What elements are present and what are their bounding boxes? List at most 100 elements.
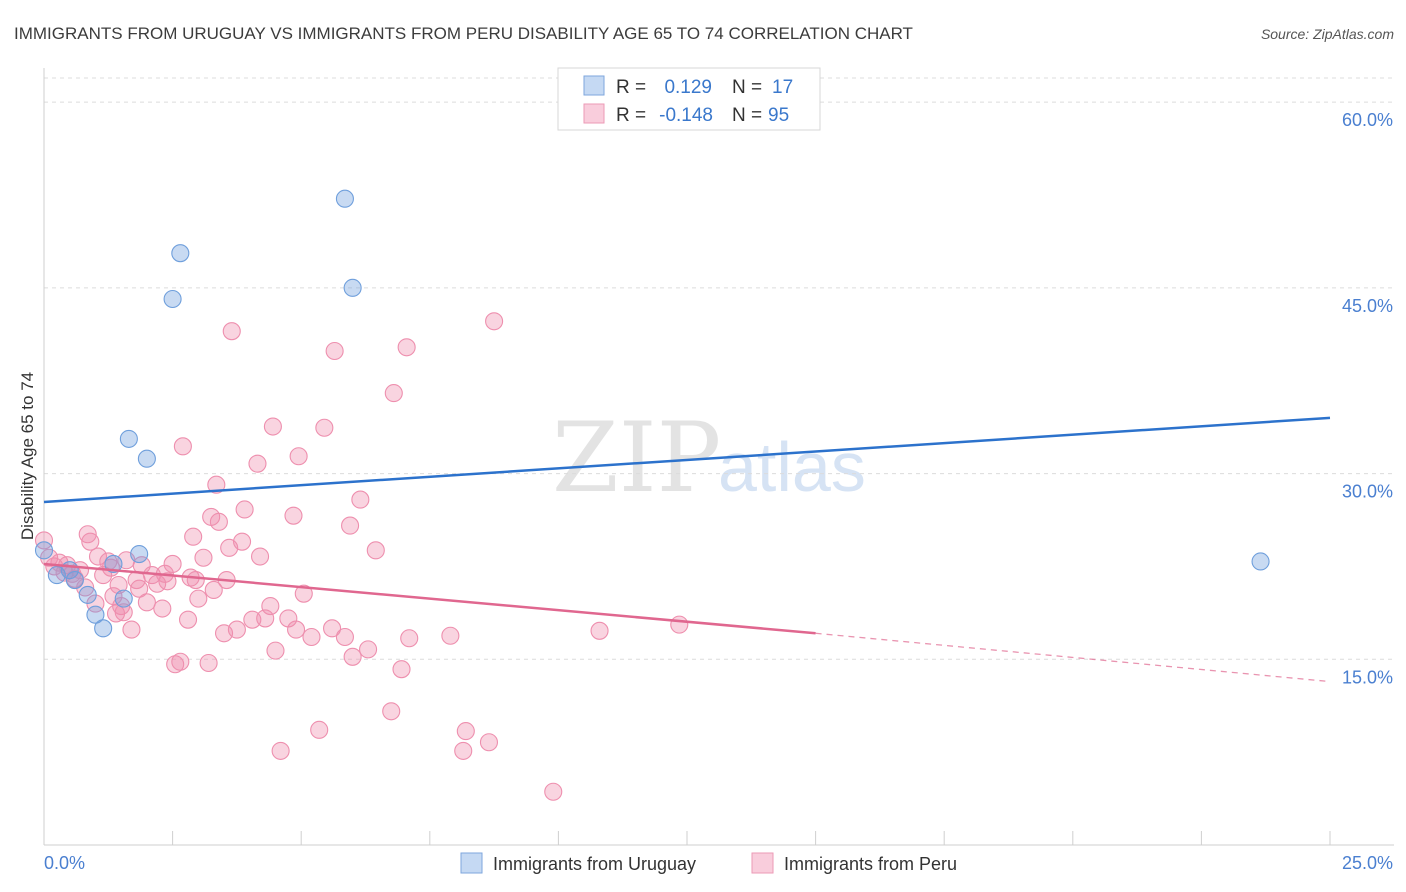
peru-point — [76, 578, 95, 597]
peru-point — [130, 579, 149, 598]
y-tick-label: 15.0% — [1342, 667, 1393, 687]
peru-point — [310, 720, 329, 739]
peru-point — [137, 593, 156, 612]
peru-point — [34, 531, 54, 550]
peru-point — [384, 384, 403, 403]
legend-swatch-peru — [583, 103, 605, 124]
peru-point — [341, 516, 360, 535]
peru-point — [88, 547, 108, 566]
y-tick-label: 60.0% — [1342, 110, 1393, 130]
bottom-legend: Immigrants from Uruguay Immigrants from … — [460, 852, 957, 874]
peru-point — [78, 525, 97, 544]
peru-point — [590, 621, 609, 640]
peru-point — [343, 647, 362, 666]
uruguay-point — [78, 585, 97, 604]
peru-point — [287, 620, 306, 639]
uruguay-trend-line — [43, 416, 1331, 504]
watermark-zip: ZIP — [552, 402, 721, 514]
peru-point — [271, 741, 290, 760]
peru-point — [266, 641, 285, 660]
gridlines — [44, 77, 1394, 660]
axes — [43, 68, 1394, 846]
peru-point — [454, 741, 473, 760]
peru-point — [351, 490, 370, 509]
legend-peru-r-label: R = — [616, 105, 646, 126]
peru-point — [166, 655, 185, 674]
peru-point — [186, 570, 205, 590]
watermark-atlas: atlas — [718, 428, 866, 506]
peru-point — [122, 620, 141, 639]
peru-point — [81, 532, 100, 551]
peru-point — [325, 341, 344, 361]
peru-point — [335, 627, 354, 647]
peru-trend-line — [43, 562, 816, 635]
x-tick-label-max: 25.0% — [1342, 853, 1393, 873]
bottom-legend-peru: Immigrants from Peru — [784, 854, 957, 874]
uruguay-point — [119, 429, 138, 448]
legend-uruguay-r-label: R = — [616, 77, 646, 98]
chart-title: IMMIGRANTS FROM URUGUAY VS IMMIGRANTS FR… — [14, 24, 913, 43]
peru-point — [204, 580, 223, 600]
peru-point — [366, 541, 385, 560]
peru-point — [173, 437, 192, 456]
peru-point — [397, 338, 416, 357]
uruguay-point — [114, 589, 133, 608]
peru-point — [163, 554, 182, 574]
peru-point — [294, 584, 313, 603]
uruguay-point — [104, 554, 123, 574]
peru-point — [153, 599, 172, 618]
peru-points — [34, 312, 689, 801]
uruguay-point — [335, 189, 354, 208]
peru-point — [178, 610, 198, 629]
peru-point — [289, 447, 308, 466]
peru-point — [194, 548, 213, 567]
x-tick-label-min: 0.0% — [44, 853, 85, 873]
peru-point — [544, 782, 563, 801]
peru-point — [158, 572, 177, 591]
peru-point — [315, 418, 334, 437]
peru-point — [184, 527, 203, 546]
peru-trend-extension — [815, 632, 1331, 683]
peru-point — [232, 532, 252, 551]
peru-point — [323, 619, 342, 638]
peru-point — [263, 417, 282, 436]
y-tick-labels: 15.0% 30.0% 45.0% 60.0% — [1342, 110, 1393, 687]
uruguay-point — [130, 544, 149, 564]
uruguay-point — [163, 289, 182, 309]
peru-point — [670, 615, 689, 634]
watermark: ZIP atlas — [552, 402, 866, 514]
peru-point — [235, 500, 254, 519]
x-ticks — [43, 831, 1331, 845]
uruguay-point — [343, 278, 362, 297]
legend-uruguay-n-label: N = — [732, 77, 762, 98]
peru-point — [485, 312, 504, 331]
bottom-legend-uruguay: Immigrants from Uruguay — [493, 854, 696, 874]
peru-point — [189, 589, 208, 608]
peru-point — [382, 702, 401, 721]
legend-peru-n-value: 95 — [768, 105, 789, 126]
legend-uruguay-n-value: 17 — [772, 77, 793, 98]
peru-point — [171, 652, 190, 671]
source-label: Source: ZipAtlas.com — [1261, 26, 1394, 42]
peru-point — [302, 627, 321, 647]
uruguay-point — [34, 541, 54, 560]
peru-point — [243, 610, 262, 629]
peru-point — [209, 512, 228, 531]
bottom-legend-swatch-uruguay — [460, 852, 483, 874]
uruguay-point — [171, 244, 190, 263]
peru-point — [250, 547, 270, 566]
peru-point — [248, 454, 267, 473]
peru-point — [114, 603, 133, 622]
uruguay-point — [137, 449, 156, 468]
legend-swatch-uruguay — [583, 75, 605, 96]
peru-point — [392, 660, 411, 679]
legend-uruguay-r-value: 0.129 — [664, 77, 712, 98]
peru-point — [359, 640, 378, 659]
y-tick-label: 30.0% — [1342, 482, 1393, 502]
bottom-legend-swatch-peru — [751, 852, 774, 874]
peru-point — [109, 575, 128, 595]
legend-box: R = 0.129 N = 17 R = -0.148 N = 95 — [557, 67, 821, 131]
peru-point — [456, 722, 475, 741]
legend-peru-r-value: -0.148 — [659, 105, 713, 126]
